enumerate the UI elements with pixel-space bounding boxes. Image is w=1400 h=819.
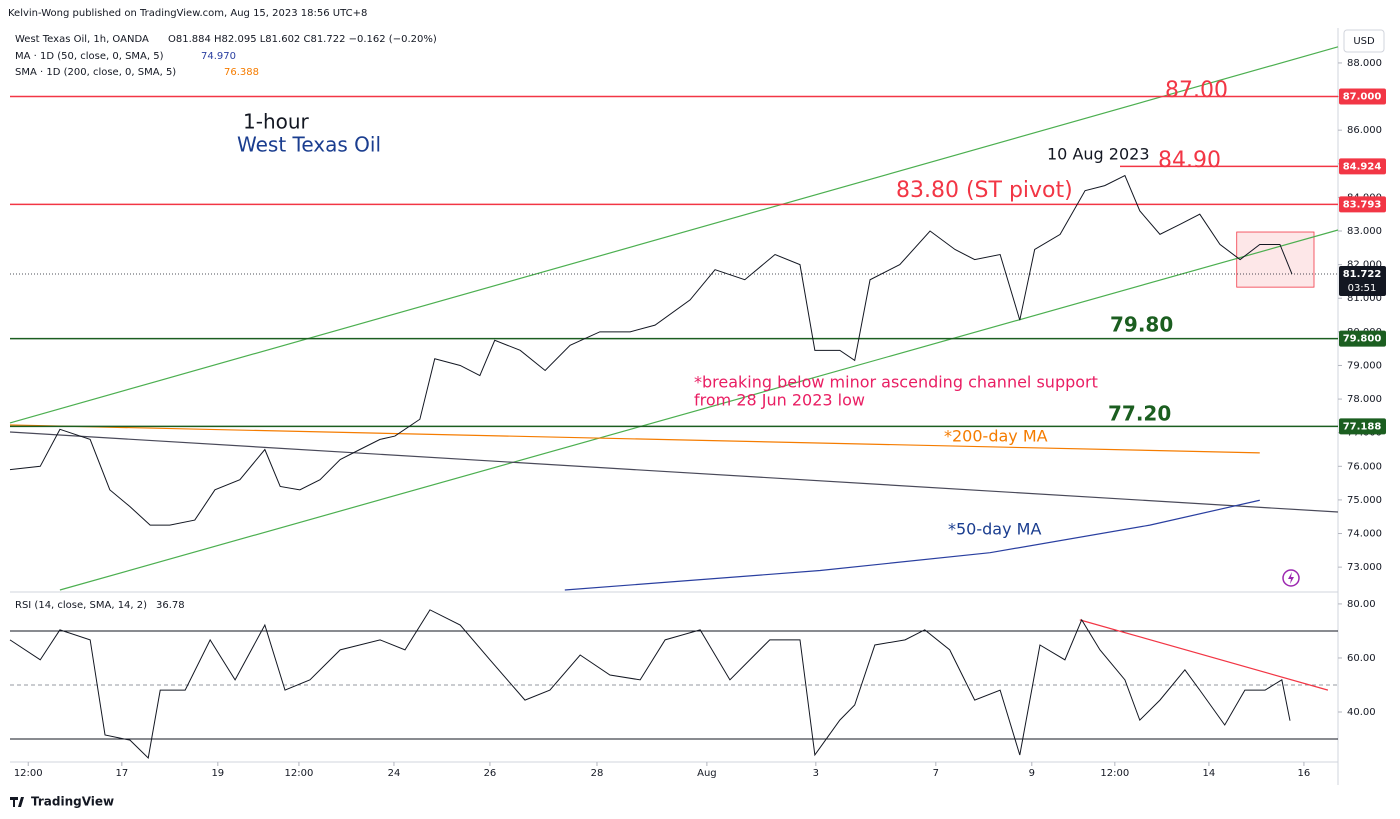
y-tick-label: 79.000 [1347,360,1382,371]
y-tick-label: 81.000 [1347,293,1382,304]
level-badge [1339,330,1386,347]
y-tick-label: 88.000 [1347,58,1382,69]
price-zone [1236,231,1315,288]
trendline [1079,619,1329,691]
rsi-last: 36.78 [156,600,185,611]
level-badge [1339,158,1386,175]
level-badge-label: 87.000 [1343,92,1382,103]
x-tick-label: 16 [1298,768,1311,779]
alert-icon[interactable] [1282,569,1300,587]
brand: TradingView [31,795,114,809]
logo [10,797,24,807]
y-tick-label: 76.000 [1347,461,1382,472]
y-tick-label: 60.00 [1347,653,1376,664]
y-tick-label: 80.00 [1347,599,1376,610]
x-tick-label: 14 [1203,768,1216,779]
level-badge-label: 79.800 [1343,334,1382,345]
trendline [9,46,1339,424]
y-tick-label: 75.000 [1347,495,1382,506]
ohlc: O81.884 H82.095 L81.602 C81.722 −0.162 (… [168,34,437,45]
y-tick-label: 83.000 [1347,226,1382,237]
ma50-legend: MA · 1D (50, close, 0, SMA, 5) [15,51,164,62]
trendline [9,424,1260,454]
y-tick-label: 74.000 [1347,529,1382,540]
sma200-value: 76.388 [224,67,259,78]
price-line [9,609,1291,759]
level-badge [1339,196,1386,213]
publisher: Kelvin-Wong published on TradingView.com… [8,8,367,19]
trendline [9,431,1339,513]
price-line [9,174,1293,526]
last-price-badge [1339,265,1386,296]
annotation: *50-day MA [948,520,1041,539]
x-tick-label: 7 [933,768,939,779]
y-tick-label: 40.00 [1347,707,1376,718]
symbol: West Texas Oil, 1h, OANDA [15,34,149,45]
level-badge-label: 84.924 [1343,161,1382,172]
currency[interactable]: USD [1353,36,1375,47]
annotation: 10 Aug 2023 [1047,145,1150,164]
x-tick-label: 26 [484,768,497,779]
annotation: 84.90 [1158,148,1221,173]
alert-bolt [1288,572,1294,584]
annotation: 87.00 [1165,78,1228,103]
trendline [564,499,1260,591]
level-badge-label: 83.793 [1343,199,1382,210]
countdown: 03:51 [1348,283,1377,294]
annotation: 83.80 (ST pivot) [896,178,1073,203]
x-tick-label: 17 [115,768,128,779]
price-plot: 73.00074.00075.00076.00077.00078.00079.0… [9,46,1386,779]
level-badge-label: 77.188 [1343,421,1382,432]
annotation: *breaking below minor ascending channel … [694,373,1098,392]
y-tick-label: 73.000 [1347,562,1382,573]
annotation: 1-hour [243,110,310,134]
x-tick-label: 12:00 [1100,768,1129,779]
x-tick-label: Aug [697,768,717,779]
x-tick-label: 9 [1029,768,1035,779]
sma200-legend: SMA · 1D (200, close, 0, SMA, 5) [15,67,176,78]
annotation: 77.20 [1108,402,1171,426]
annotation: from 28 Jun 2023 low [694,391,865,410]
level-badge [1339,418,1386,435]
y-tick-label: 86.000 [1347,125,1382,136]
annotation: 79.80 [1110,313,1173,337]
annotation: *200-day MA [944,427,1048,446]
y-tick-label: 78.000 [1347,394,1382,405]
ma50-value: 74.970 [201,51,236,62]
logo-mark [10,797,24,807]
x-tick-label: 12:00 [14,768,43,779]
x-tick-label: 12:00 [285,768,314,779]
last-price-label: 81.722 [1343,269,1382,280]
x-tick-label: 19 [211,768,224,779]
y-tick-label: 82.000 [1347,260,1382,271]
level-badge [1339,88,1386,105]
annotations: 1-hour West Texas Oil 87.00 84.90 83.80 … [237,78,1228,539]
rsi-title: RSI (14, close, SMA, 14, 2) [15,600,147,611]
x-tick-label: 3 [813,768,819,779]
x-tick-label: 28 [591,768,604,779]
currency-button[interactable] [1343,29,1385,53]
annotation: West Texas Oil [237,133,381,157]
x-tick-label: 24 [388,768,401,779]
trendline [59,229,1339,591]
